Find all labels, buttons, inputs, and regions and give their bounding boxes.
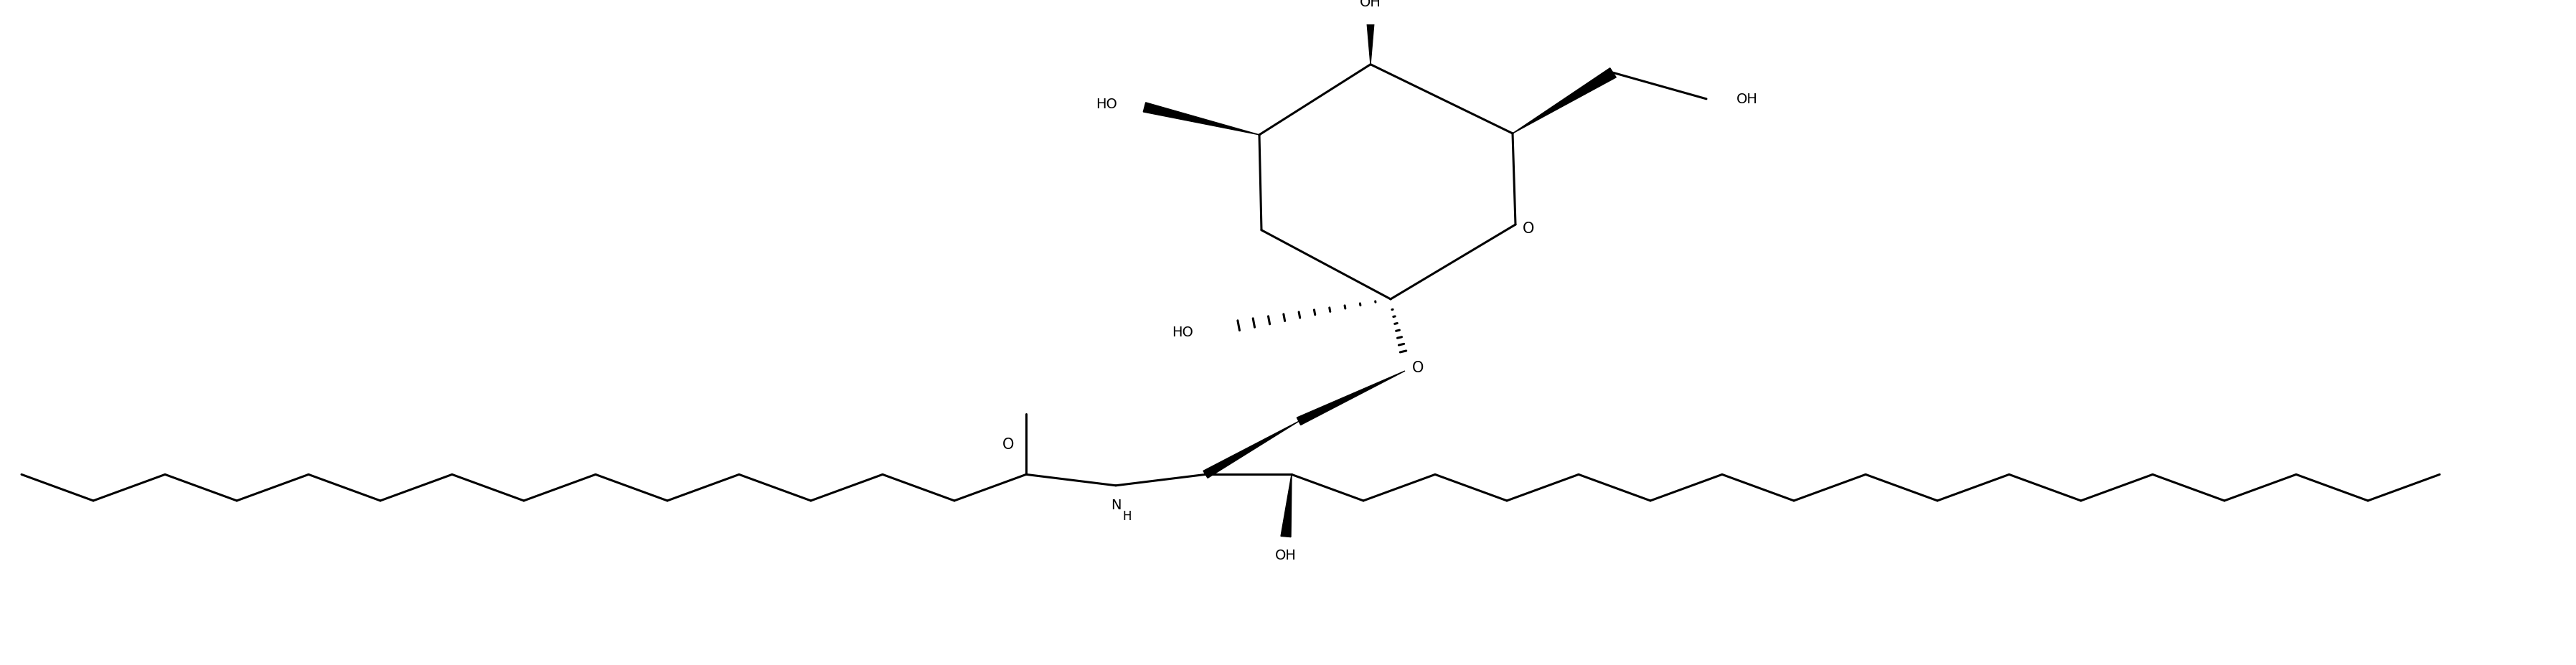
Polygon shape [1296,371,1404,426]
Text: OH: OH [1736,92,1757,106]
Polygon shape [1280,475,1291,537]
Text: HO: HO [1172,325,1193,338]
Polygon shape [1144,103,1260,136]
Text: O: O [1002,437,1015,452]
Text: N: N [1110,498,1121,512]
Text: O: O [1412,360,1425,375]
Text: OH: OH [1360,0,1381,9]
Text: O: O [1522,221,1533,235]
Text: HO: HO [1095,98,1118,111]
Text: OH: OH [1275,548,1296,561]
Polygon shape [1512,68,1615,134]
Polygon shape [1203,422,1298,478]
Text: H: H [1123,509,1131,523]
Polygon shape [1365,15,1376,65]
